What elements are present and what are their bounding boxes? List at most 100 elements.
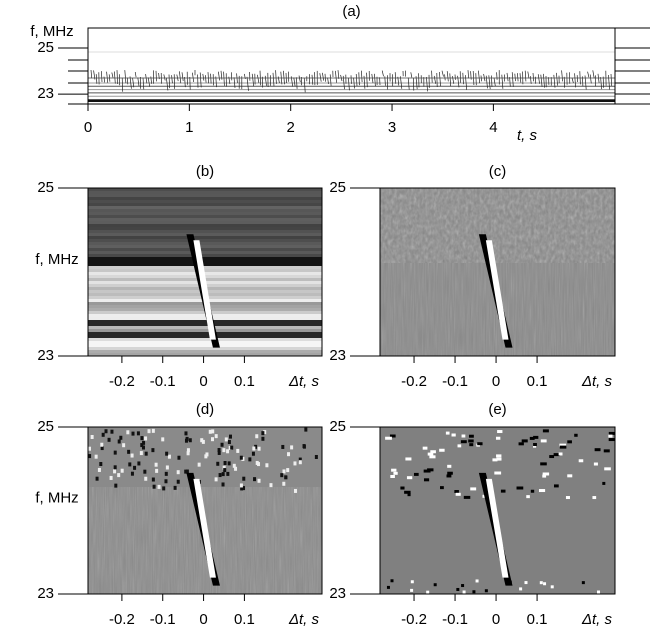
pixel <box>440 486 444 490</box>
x-tick-label: 0.1 <box>527 373 548 390</box>
pixel <box>162 486 166 491</box>
panel-title: (e) <box>488 401 506 418</box>
pixel <box>208 429 212 434</box>
pixel <box>533 435 539 439</box>
x-tick-label: -0.1 <box>150 373 176 390</box>
y-tick-label: 23 <box>37 347 54 364</box>
pixel <box>133 465 137 470</box>
pixel <box>239 455 243 460</box>
pixel <box>230 445 234 450</box>
pixel <box>386 585 390 589</box>
pixel <box>407 493 411 497</box>
pixel <box>139 451 143 456</box>
pixel <box>152 484 156 489</box>
pixel <box>468 434 474 438</box>
burst-light <box>485 478 509 578</box>
pixel <box>186 451 190 456</box>
stripe <box>88 353 322 356</box>
pixel <box>254 444 258 449</box>
pixel <box>574 433 578 437</box>
pixel <box>439 448 445 452</box>
pixel <box>126 430 130 435</box>
pixel <box>88 446 92 451</box>
pixel <box>261 436 265 441</box>
frame <box>379 426 616 595</box>
pixel <box>177 455 181 460</box>
pixel <box>100 442 104 447</box>
pixel <box>390 579 394 583</box>
pixel <box>497 430 503 434</box>
pixel <box>455 492 461 496</box>
pixel <box>161 437 165 442</box>
stripe <box>88 224 322 227</box>
pixel <box>581 581 585 585</box>
y-tick-label: 25 <box>37 39 54 56</box>
pixel <box>404 490 411 494</box>
stripe <box>88 329 322 332</box>
pixel <box>151 448 155 453</box>
stripe <box>88 218 322 221</box>
stripe <box>88 335 322 338</box>
stripe <box>88 200 322 203</box>
pixel <box>445 431 450 435</box>
x-tick-label: 0 <box>492 373 500 390</box>
x-tick-label: -0.2 <box>401 611 427 628</box>
pixel <box>147 429 151 434</box>
frame <box>87 426 323 595</box>
pixel <box>477 442 483 446</box>
pixel <box>242 486 246 491</box>
pixel <box>217 450 221 455</box>
y-tick-label: 25 <box>37 179 54 196</box>
burst-light <box>485 240 509 340</box>
pixel <box>90 434 94 439</box>
stripe <box>88 188 322 191</box>
pixel <box>406 476 413 480</box>
pixel <box>462 590 466 594</box>
pixel <box>390 475 395 479</box>
pixel <box>567 440 572 444</box>
pixel <box>232 463 236 468</box>
pixel <box>130 471 134 476</box>
stripe <box>88 206 322 209</box>
pixel <box>236 448 240 453</box>
pixel <box>469 443 474 447</box>
pixel <box>226 449 230 454</box>
pixel <box>578 459 584 463</box>
pixel <box>128 462 132 467</box>
pixel <box>516 486 524 490</box>
pixel <box>167 454 171 459</box>
pixel <box>500 489 506 493</box>
pixel <box>603 449 610 453</box>
x-axis-label: t, s <box>517 127 538 144</box>
bursts <box>90 69 613 93</box>
pixel <box>529 436 535 440</box>
x-tick-label: 0.1 <box>527 611 548 628</box>
pixel <box>227 440 231 445</box>
x-axis-label: Δt, s <box>288 373 320 390</box>
stripe <box>88 320 322 323</box>
stripe <box>88 347 322 350</box>
pixel <box>391 468 397 472</box>
pixel <box>127 449 131 454</box>
pixel <box>549 455 555 459</box>
pixel <box>286 468 290 473</box>
stripe <box>88 263 322 266</box>
pixel <box>222 448 226 453</box>
pixel <box>608 431 615 435</box>
pixel <box>539 581 543 585</box>
background <box>380 427 615 594</box>
pixel <box>413 472 419 476</box>
pixel <box>269 483 273 488</box>
pixel <box>224 437 228 442</box>
pixel <box>241 456 245 461</box>
pixel <box>221 472 225 477</box>
pixel <box>157 484 161 489</box>
y-tick-label: 25 <box>37 418 54 435</box>
pixel <box>201 439 205 444</box>
pixel <box>427 452 434 456</box>
pixel <box>122 443 126 448</box>
pixel <box>204 454 208 459</box>
pixel <box>95 476 99 481</box>
pixel <box>298 460 302 465</box>
pixel <box>141 445 145 450</box>
